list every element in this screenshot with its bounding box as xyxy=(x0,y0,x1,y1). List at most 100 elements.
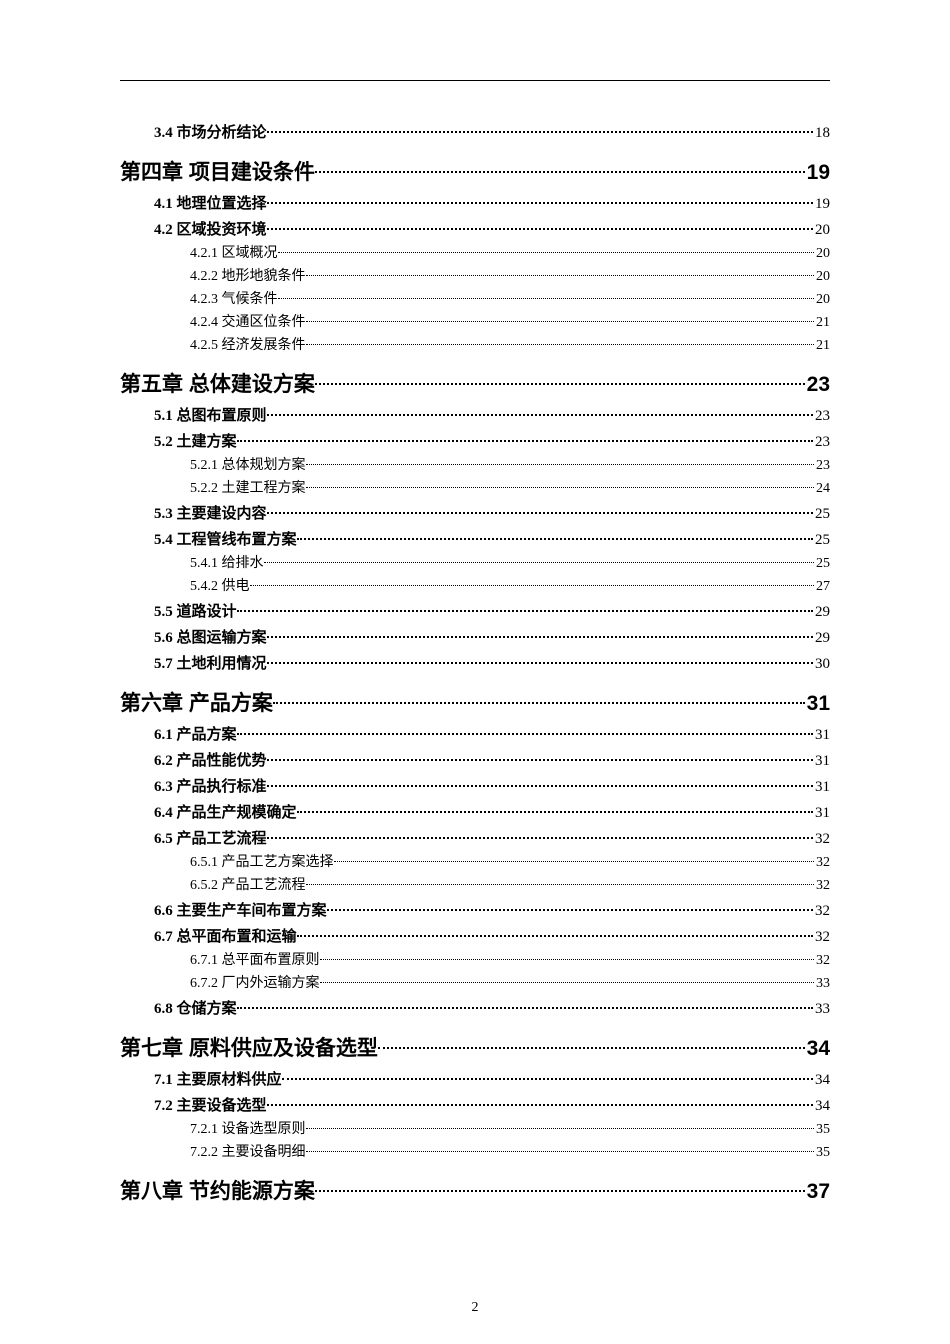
toc-leader-dots xyxy=(297,802,813,817)
toc-entry-label: 6.8 仓储方案 xyxy=(154,997,237,1018)
table-of-contents: 3.4 市场分析结论 18 第四章 项目建设条件19 4.1 地理位置选择 19 4.2 … xyxy=(120,121,830,1205)
toc-leader-dots xyxy=(267,750,813,765)
toc-entry-page: 20 xyxy=(814,246,830,262)
toc-entry-label: 4.2.3 气候条件 xyxy=(190,288,278,308)
toc-entry: 5.7 土地利用情况30 xyxy=(120,652,830,673)
toc-entry: 5.6 总图运输方案29 xyxy=(120,626,830,647)
toc-entry: 5.3 主要建设内容 25 xyxy=(120,502,830,523)
toc-entry-page: 37 xyxy=(805,1180,830,1204)
toc-entry-page: 21 xyxy=(814,315,830,331)
toc-entry-label: 5.7 土地利用情况 xyxy=(154,652,267,673)
toc-leader-dots xyxy=(237,724,813,739)
toc-entry-page: 25 xyxy=(813,506,830,523)
header-rule xyxy=(120,80,830,81)
toc-entry-page: 32 xyxy=(814,878,830,894)
toc-entry: 5.2 土建方案23 xyxy=(120,430,830,451)
toc-entry-label: 3.4 市场分析结论 xyxy=(154,121,267,142)
toc-entry: 6.5.1 产品工艺方案选择32 xyxy=(120,851,830,871)
toc-entry-label: 第八章 节约能源方案 xyxy=(120,1175,315,1205)
toc-leader-dots xyxy=(334,852,815,866)
toc-entry-label: 第五章 总体建设方案 xyxy=(120,368,315,398)
toc-entry: 第八章 节约能源方案 37 xyxy=(120,1175,830,1205)
toc-entry: 5.2.1 总体规划方案 23 xyxy=(120,454,830,474)
toc-entry-label: 6.2 产品性能优势 xyxy=(154,749,267,770)
toc-leader-dots xyxy=(306,1119,815,1133)
toc-entry: 5.1 总图布置原则23 xyxy=(120,404,830,425)
toc-entry: 5.4.1 给排水25 xyxy=(120,552,830,572)
toc-entry-page: 32 xyxy=(813,831,830,848)
toc-entry: 5.4 工程管线布置方案25 xyxy=(120,528,830,549)
toc-entry: 5.5 道路设计 29 xyxy=(120,600,830,621)
toc-entry: 6.5.2 产品工艺流程 32 xyxy=(120,874,830,894)
toc-entry-label: 6.7.1 总平面布置原则 xyxy=(190,949,320,969)
toc-entry-page: 23 xyxy=(805,373,830,397)
toc-entry-page: 32 xyxy=(813,903,830,920)
toc-entry-label: 5.6 总图运输方案 xyxy=(154,626,267,647)
toc-entry-page: 23 xyxy=(814,458,830,474)
toc-entry-page: 27 xyxy=(814,579,830,595)
toc-entry-page: 20 xyxy=(814,292,830,308)
toc-entry: 4.2.2 地形地貌条件20 xyxy=(120,265,830,285)
toc-leader-dots xyxy=(306,312,815,326)
toc-entry-page: 34 xyxy=(813,1098,830,1115)
toc-leader-dots xyxy=(278,243,815,257)
toc-entry-label: 4.2.2 地形地貌条件 xyxy=(190,265,306,285)
toc-entry-label: 7.2.2 主要设备明细 xyxy=(190,1141,306,1161)
toc-entry-page: 29 xyxy=(813,604,830,621)
toc-entry-label: 4.1 地理位置选择 xyxy=(154,192,267,213)
toc-entry: 4.2.3 气候条件 20 xyxy=(120,288,830,308)
toc-entry-page: 31 xyxy=(805,692,830,716)
toc-entry-page: 35 xyxy=(814,1145,830,1161)
toc-entry-page: 32 xyxy=(814,953,830,969)
toc-leader-dots xyxy=(267,405,813,420)
toc-leader-dots xyxy=(327,900,813,915)
toc-leader-dots xyxy=(315,370,805,391)
toc-entry: 4.2 区域投资环境20 xyxy=(120,218,830,239)
toc-entry-label: 第六章 产品方案 xyxy=(120,687,273,717)
toc-entry-label: 5.4.2 供电 xyxy=(190,575,250,595)
toc-leader-dots xyxy=(237,601,813,616)
toc-entry-label: 7.2.1 设备选型原则 xyxy=(190,1118,306,1138)
toc-entry-page: 32 xyxy=(814,855,830,871)
toc-leader-dots xyxy=(306,1142,815,1156)
toc-entry-label: 第七章 原料供应及设备选型 xyxy=(120,1032,378,1062)
toc-entry: 第四章 项目建设条件19 xyxy=(120,156,830,186)
toc-entry-label: 6.7 总平面布置和运输 xyxy=(154,925,297,946)
toc-leader-dots xyxy=(278,289,815,303)
toc-leader-dots xyxy=(267,503,813,518)
toc-entry: 6.5 产品工艺流程32 xyxy=(120,827,830,848)
toc-leader-dots xyxy=(297,926,813,941)
toc-leader-dots xyxy=(315,158,805,179)
toc-leader-dots xyxy=(237,998,813,1013)
toc-entry: 7.2.2 主要设备明细 35 xyxy=(120,1141,830,1161)
toc-entry-page: 25 xyxy=(813,532,830,549)
toc-entry-label: 5.1 总图布置原则 xyxy=(154,404,267,425)
toc-entry: 6.1 产品方案31 xyxy=(120,723,830,744)
toc-leader-dots xyxy=(320,950,815,964)
toc-leader-dots xyxy=(267,219,813,234)
toc-entry: 6.7.2 厂内外运输方案33 xyxy=(120,972,830,992)
toc-entry: 6.3 产品执行标准31 xyxy=(120,775,830,796)
toc-entry-page: 35 xyxy=(814,1122,830,1138)
toc-entry-page: 33 xyxy=(813,1001,830,1018)
toc-leader-dots xyxy=(378,1034,805,1055)
toc-leader-dots xyxy=(306,335,815,349)
toc-entry-label: 4.2.1 区域概况 xyxy=(190,242,278,262)
toc-leader-dots xyxy=(267,828,813,843)
toc-entry-label: 5.5 道路设计 xyxy=(154,600,237,621)
toc-entry-page: 21 xyxy=(814,338,830,354)
toc-entry-label: 5.2.1 总体规划方案 xyxy=(190,454,306,474)
toc-entry-page: 25 xyxy=(814,556,830,572)
toc-entry-label: 4.2.5 经济发展条件 xyxy=(190,334,306,354)
toc-leader-dots xyxy=(267,122,813,137)
toc-entry-page: 20 xyxy=(813,222,830,239)
toc-leader-dots xyxy=(282,1069,813,1084)
toc-entry-page: 19 xyxy=(813,196,830,213)
toc-entry-label: 5.3 主要建设内容 xyxy=(154,502,267,523)
toc-entry-label: 6.5.2 产品工艺流程 xyxy=(190,874,306,894)
toc-entry-page: 31 xyxy=(813,727,830,744)
toc-entry: 6.6 主要生产车间布置方案32 xyxy=(120,899,830,920)
toc-entry-page: 18 xyxy=(813,125,830,142)
toc-entry: 6.8 仓储方案 33 xyxy=(120,997,830,1018)
toc-entry-page: 31 xyxy=(813,805,830,822)
